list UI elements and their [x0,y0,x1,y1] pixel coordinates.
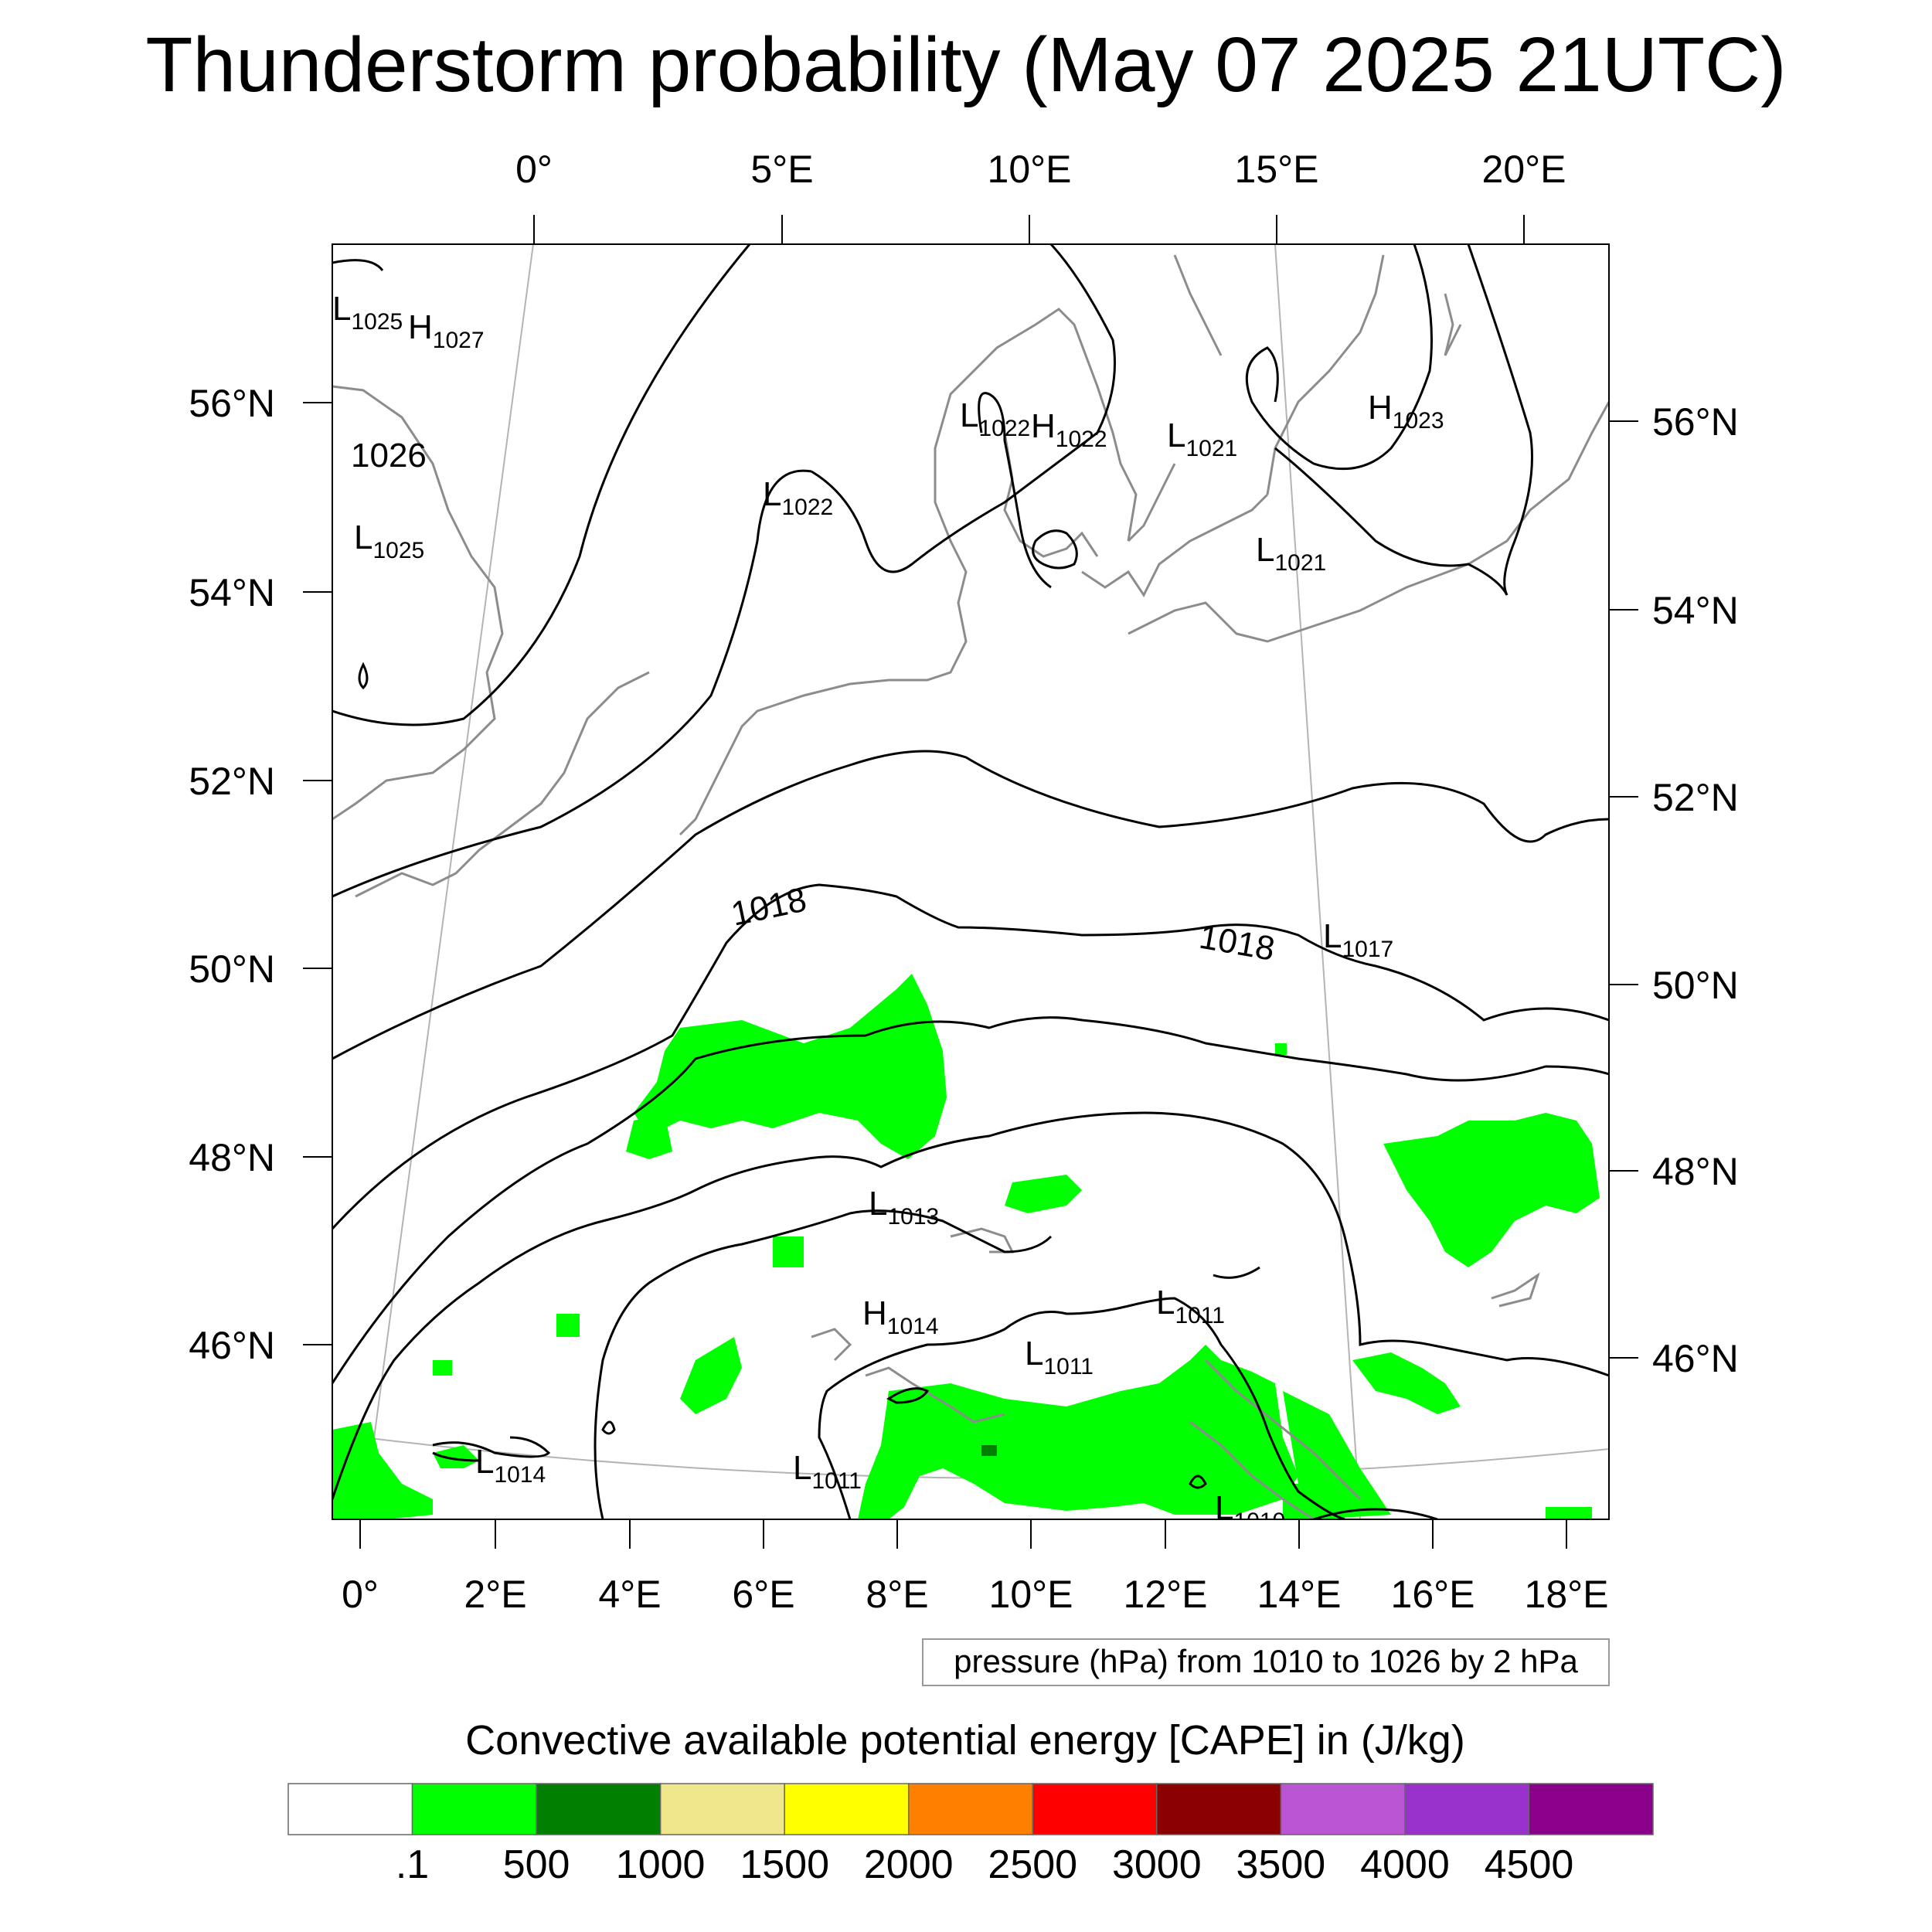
isobars [332,244,1609,1519]
left-lat-label: 48°N [189,1136,275,1179]
cape-legend: Convective available potential energy [C… [287,1717,1654,1887]
colorbar-label: 4000 [1360,1842,1450,1887]
colorbar: .1 500 1000 1500 2000 2500 3000 3500 4000 4500 [287,1783,1654,1887]
cape-area-central [634,974,947,1159]
colorbar-swatch [287,1783,413,1835]
map-axes: 0° 5°E 10°E 15°E 20°E 0° 2°E 4°E 6°E 8°E 10°E 12°E 1… [189,148,1738,1616]
left-lat-label: 56°N [189,382,275,425]
right-lat-label: 54°N [1652,589,1739,632]
colorbar-swatch [1404,1783,1530,1835]
coastlines [332,254,1609,1519]
cape-area-france-south [680,1337,742,1414]
colorbar-swatch [907,1783,1034,1835]
pressure-center-label: L1025 [332,290,403,335]
right-lat-label: 46°N [1652,1337,1739,1380]
colorbar-label: 3500 [1236,1842,1326,1887]
right-lat-label: 50°N [1652,964,1739,1007]
colorbar-label: 2000 [864,1842,954,1887]
bottom-lon-label: 8°E [866,1573,928,1616]
legend-title: Convective available potential energy [C… [465,1717,1465,1764]
colorbar-label: 2500 [988,1842,1077,1887]
bottom-lon-label: 18°E [1525,1573,1609,1616]
cape-area-alps [858,1345,1298,1519]
colorbar-swatch [1280,1783,1406,1835]
colorbar-label: 500 [503,1842,570,1887]
cape-dark-patch [981,1445,997,1456]
colorbar-swatch [784,1783,910,1835]
bottom-lon-label: 0° [342,1573,379,1616]
bottom-lon-label: 10°E [989,1573,1073,1616]
colorbar-swatch [536,1783,662,1835]
colorbar-swatch [1528,1783,1654,1835]
colorbar-label: 1000 [616,1842,706,1887]
pressure-note: pressure (hPa) from 1010 to 1026 by 2 hP… [922,1638,1610,1686]
bottom-lon-label: 12°E [1124,1573,1208,1616]
left-lat-label: 46°N [189,1324,275,1367]
colorbar-swatch [1032,1783,1158,1835]
bottom-lon-label: 16°E [1391,1573,1475,1616]
pressure-center-label: H1022 [1031,407,1107,452]
top-lon-label: 0° [515,148,553,191]
cape-area-west-bits [626,1113,672,1159]
bottom-lon-label: 14°E [1257,1573,1342,1616]
colorbar-label: 3000 [1112,1842,1202,1887]
chart-title: Thunderstorm probability (May 07 2025 21… [145,22,1786,108]
cape-area-southeast [1352,1352,1461,1414]
colorbar-label: 1500 [740,1842,829,1887]
top-lon-label: 5°E [750,148,813,191]
cape-area-pyrenees-bits [433,1445,479,1468]
right-lat-label: 56°N [1652,400,1739,444]
top-lon-label: 10°E [988,148,1072,191]
colorbar-swatch [1156,1783,1282,1835]
cape-shading [332,974,1600,1519]
isobar-label: 1026 [351,437,427,474]
colorbar-label: 4500 [1485,1842,1574,1887]
bottom-lon-label: 6°E [732,1573,794,1616]
pressure-note-text: pressure (hPa) from 1010 to 1026 by 2 hP… [954,1643,1578,1679]
right-lat-label: 48°N [1652,1150,1739,1193]
top-lon-label: 20°E [1482,148,1566,191]
left-lat-label: 54°N [189,571,275,614]
left-lat-label: 50°N [189,947,275,991]
pressure-center-label: H1014 [862,1294,939,1339]
right-lat-label: 52°N [1652,776,1739,819]
bottom-lon-label: 4°E [598,1573,661,1616]
cape-area-southwest [332,1422,433,1519]
colorbar-swatch [659,1783,785,1835]
bottom-lon-label: 2°E [464,1573,526,1616]
colorbar-label: .1 [396,1842,429,1887]
top-lon-label: 15°E [1235,148,1319,191]
left-lat-label: 52°N [189,760,275,803]
cape-area-east [1383,1113,1600,1267]
map-panel: 1026 1018 1018 L1025 H1027L1025L1022L1022… [332,243,1610,1520]
colorbar-swatch [411,1783,537,1835]
cape-area-swiss [1005,1175,1082,1213]
